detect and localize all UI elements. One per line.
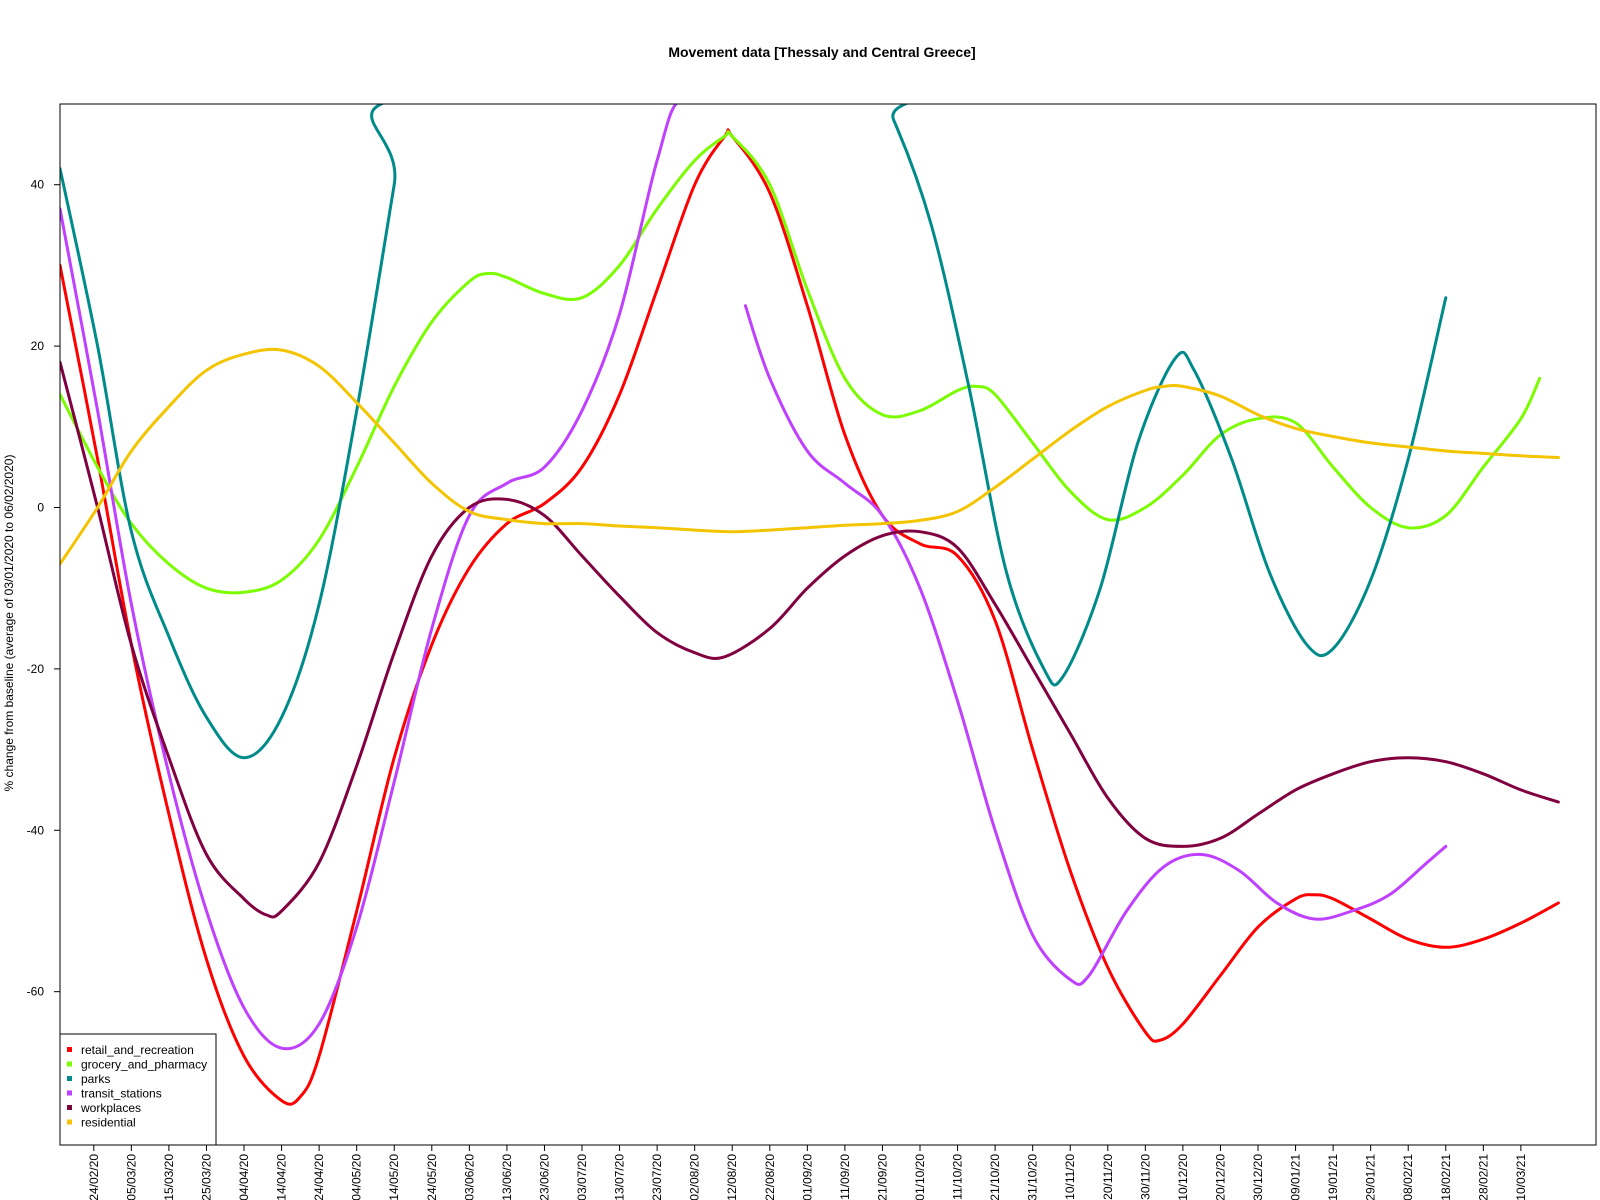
x-tick-label: 03/07/20: [575, 1154, 589, 1200]
legend-label: transit_stations: [81, 1087, 162, 1101]
series-line-transit-stations: [60, 104, 678, 1051]
y-tick-label: 20: [31, 339, 45, 353]
legend-label: workplaces: [80, 1101, 141, 1115]
x-tick-label: 04/04/20: [237, 1154, 251, 1200]
y-tick-label: -60: [27, 985, 45, 999]
x-tick-label: 01/09/20: [800, 1154, 814, 1200]
x-tick-label: 03/06/20: [462, 1154, 476, 1200]
series-line-residential: [60, 347, 1560, 566]
legend-swatch: [67, 1090, 72, 1096]
series-line-grocery-and-pharmacy: [60, 130, 1542, 595]
x-tick-label: 29/01/21: [1364, 1154, 1378, 1200]
x-tick-label: 20/11/20: [1101, 1154, 1115, 1200]
x-tick-label: 22/08/20: [763, 1154, 777, 1200]
x-tick-label: 24/02/20: [87, 1154, 101, 1200]
y-tick-label: -40: [27, 823, 45, 837]
x-tick-label: 23/07/20: [650, 1154, 664, 1200]
plot-frame: [59, 103, 1597, 1146]
x-tick-label: 05/03/20: [124, 1154, 138, 1200]
legend-label: retail_and_recreation: [81, 1043, 194, 1057]
legend-label: residential: [81, 1116, 136, 1130]
x-tick-label: 10/12/20: [1176, 1154, 1190, 1200]
legend-label: grocery_and_pharmacy: [81, 1058, 207, 1072]
x-tick-label: 14/04/20: [275, 1154, 289, 1200]
series-layer: [60, 104, 1560, 1106]
x-tick-label: 11/10/20: [951, 1154, 965, 1200]
x-tick-label: 28/02/21: [1476, 1154, 1490, 1200]
y-tick-label: -20: [27, 662, 45, 676]
x-tick-label: 02/08/20: [688, 1154, 702, 1200]
x-tick-label: 08/02/21: [1401, 1154, 1415, 1200]
x-tick-label: 04/05/20: [350, 1154, 364, 1200]
x-tick-label: 20/12/20: [1213, 1154, 1227, 1200]
y-tick-label: 40: [31, 178, 45, 192]
legend-swatch: [67, 1076, 72, 1081]
x-tick-label: 13/06/20: [500, 1154, 514, 1200]
x-tick-label: 15/03/20: [162, 1154, 176, 1200]
series-line-transit-stations: [743, 304, 1448, 986]
legend-swatch: [67, 1105, 72, 1110]
series-line-retail-and-recreation: [60, 128, 1560, 1106]
x-tick-label: 21/09/20: [875, 1154, 889, 1200]
chart-title: Movement data [Thessaly and Central Gree…: [668, 44, 975, 60]
legend: retail_and_recreationgrocery_and_pharmac…: [59, 1033, 217, 1146]
x-axis: 24/02/20 05/03/20 15/03/20 25/03/20 04/04/20…: [87, 1145, 1528, 1200]
x-tick-label: 13/07/20: [613, 1154, 627, 1200]
x-tick-label: 12/08/20: [725, 1154, 739, 1200]
x-tick-label: 24/04/20: [312, 1154, 326, 1200]
x-tick-label: 31/10/20: [1026, 1154, 1040, 1200]
x-tick-label: 30/12/20: [1251, 1154, 1265, 1200]
x-tick-label: 21/10/20: [988, 1154, 1002, 1200]
x-tick-label: 14/05/20: [387, 1154, 401, 1200]
y-axis: -60 -40 -20 0 20 40: [27, 178, 60, 999]
legend-swatch: [67, 1061, 72, 1067]
x-tick-label: 19/01/21: [1326, 1154, 1340, 1200]
legend-box: [59, 1033, 217, 1146]
x-tick-label: 24/05/20: [425, 1154, 439, 1200]
x-tick-label: 25/03/20: [199, 1154, 213, 1200]
x-tick-label: 18/02/21: [1439, 1154, 1453, 1200]
x-tick-label: 09/01/21: [1289, 1154, 1303, 1200]
x-tick-label: 23/06/20: [537, 1154, 551, 1200]
x-tick-label: 30/11/20: [1138, 1154, 1152, 1200]
series-line-workplaces: [60, 360, 1560, 919]
y-tick-label: 0: [37, 500, 44, 514]
legend-swatch: [67, 1119, 72, 1125]
legend-swatch: [67, 1047, 72, 1052]
x-tick-label: 10/11/20: [1063, 1154, 1077, 1200]
x-tick-label: 01/10/20: [913, 1154, 927, 1200]
x-tick-label: 11/09/20: [838, 1154, 852, 1200]
legend-label: parks: [81, 1072, 110, 1086]
y-axis-label: % change from baseline (average of 03/01…: [2, 455, 16, 792]
series-line-parks: [60, 104, 1448, 760]
x-tick-label: 10/03/21: [1514, 1154, 1528, 1200]
